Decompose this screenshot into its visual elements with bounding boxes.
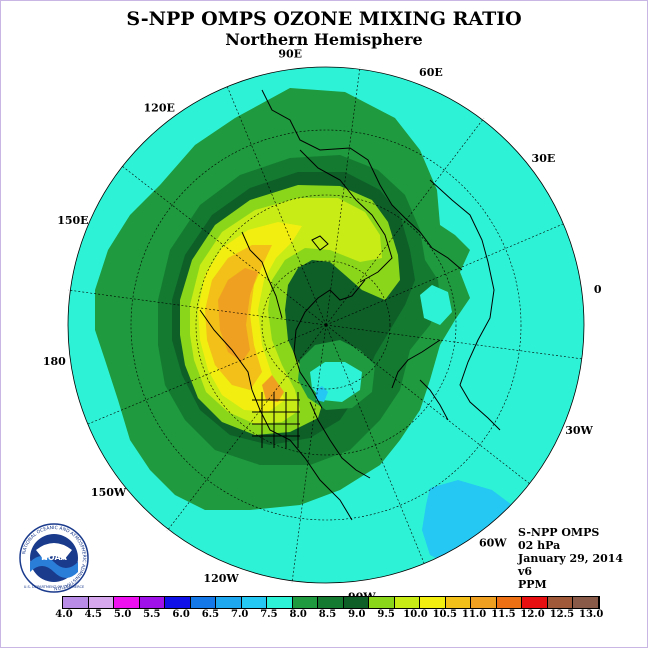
color-scale-tick-label: 12.5 bbox=[549, 609, 575, 620]
longitude-label: 90E bbox=[278, 47, 302, 60]
color-scale-swatch bbox=[165, 597, 191, 608]
version-label: v6 bbox=[518, 565, 533, 578]
color-scale-swatch bbox=[292, 597, 318, 608]
color-scale-swatch bbox=[420, 597, 446, 608]
ozone-contour-11-5 bbox=[218, 268, 258, 362]
color-scale-swatch bbox=[267, 597, 293, 608]
color-scale-tick-label: 4.0 bbox=[55, 609, 73, 620]
color-scale-swatch bbox=[394, 597, 420, 608]
longitude-label: 60E bbox=[419, 66, 443, 79]
color-scale-swatch bbox=[114, 597, 140, 608]
longitude-label: 60W bbox=[479, 536, 507, 549]
color-scale-swatch bbox=[496, 597, 522, 608]
color-scale-tick-label: 8.0 bbox=[289, 609, 307, 620]
color-scale-tick-label: 5.5 bbox=[143, 609, 161, 620]
color-scale-swatch bbox=[216, 597, 242, 608]
color-scale-swatch bbox=[445, 597, 471, 608]
color-scale-swatch bbox=[573, 597, 599, 608]
date-label: January 29, 2014 bbox=[518, 552, 624, 565]
logo-bottom-text: U.S. DEPARTMENT OF COMMERCE bbox=[24, 585, 85, 589]
color-scale-tick-label: 10.0 bbox=[403, 609, 428, 620]
color-scale-swatch bbox=[139, 597, 165, 608]
color-scale-swatch bbox=[471, 597, 497, 608]
color-scale bbox=[62, 596, 600, 609]
logo-text: NOAA bbox=[41, 553, 67, 562]
color-scale-tick-label: 7.0 bbox=[230, 609, 249, 620]
longitude-label: 120E bbox=[144, 102, 175, 115]
color-scale-swatch bbox=[547, 597, 573, 608]
coastlines bbox=[199, 89, 501, 521]
longitude-label: 150E bbox=[57, 214, 88, 227]
color-scale-swatch bbox=[369, 597, 395, 608]
color-scale-tick-label: 4.5 bbox=[84, 609, 102, 620]
color-scale-tick-label: 9.5 bbox=[377, 609, 395, 620]
hemisphere-boundary bbox=[67, 66, 585, 584]
color-scale-swatch bbox=[522, 597, 548, 608]
longitude-label: 120W bbox=[203, 572, 239, 585]
color-scale-tick-label: 8.5 bbox=[318, 609, 337, 620]
color-scale-swatch bbox=[318, 597, 344, 608]
longitude-label: 0 bbox=[594, 283, 602, 296]
color-scale-swatch bbox=[343, 597, 369, 608]
info-box: S-NPP OMPS 02 hPa January 29, 2014 v6 PP… bbox=[518, 526, 623, 591]
color-scale-tick-label: 10.5 bbox=[432, 609, 457, 620]
longitude-label: 30W bbox=[565, 424, 593, 437]
ozone-low-europe bbox=[420, 285, 452, 325]
instrument-label: S-NPP OMPS bbox=[518, 526, 600, 539]
color-scale-swatch bbox=[63, 597, 89, 608]
color-scale-tick-label: 13.0 bbox=[579, 609, 604, 620]
color-scale-swatch bbox=[241, 597, 267, 608]
color-scale-tick-label: 12.0 bbox=[520, 609, 545, 620]
ozone-vortex-min bbox=[316, 386, 328, 402]
map-subtitle: Northern Hemisphere bbox=[225, 30, 423, 49]
longitude-label: 180 bbox=[43, 355, 66, 368]
color-scale-tick-label: 6.5 bbox=[201, 609, 220, 620]
color-scale-tick-label: 11.5 bbox=[491, 609, 516, 620]
pressure-level: 02 hPa bbox=[518, 539, 561, 552]
color-scale-tick-label: 5.0 bbox=[113, 609, 132, 620]
longitude-label: 150W bbox=[91, 486, 127, 499]
units-label: PPM bbox=[518, 578, 547, 591]
color-scale-tick-label: 6.0 bbox=[172, 609, 190, 620]
color-scale-tick-label: 11.0 bbox=[461, 609, 487, 620]
color-scale-swatch bbox=[88, 597, 114, 608]
color-scale-tick-label: 9.0 bbox=[348, 609, 366, 620]
color-scale-ticks: 4.0 4.5 5.0 5.5 6.0 6.5 7.0 7.5 8.0 8.5 9.0 9.5 10.0… bbox=[52, 609, 603, 623]
color-scale-swatch bbox=[190, 597, 216, 608]
color-scale-tick-label: 7.5 bbox=[260, 609, 278, 620]
noaa-logo: NOAA NATIONAL OCEANIC AND ATMOSPHERIC AD… bbox=[19, 523, 89, 593]
graticule bbox=[67, 66, 584, 584]
map-title: S-NPP OMPS OZONE MIXING RATIO bbox=[126, 8, 522, 30]
longitude-label: 30E bbox=[532, 152, 556, 165]
ozone-contour-11-5b bbox=[262, 375, 284, 402]
